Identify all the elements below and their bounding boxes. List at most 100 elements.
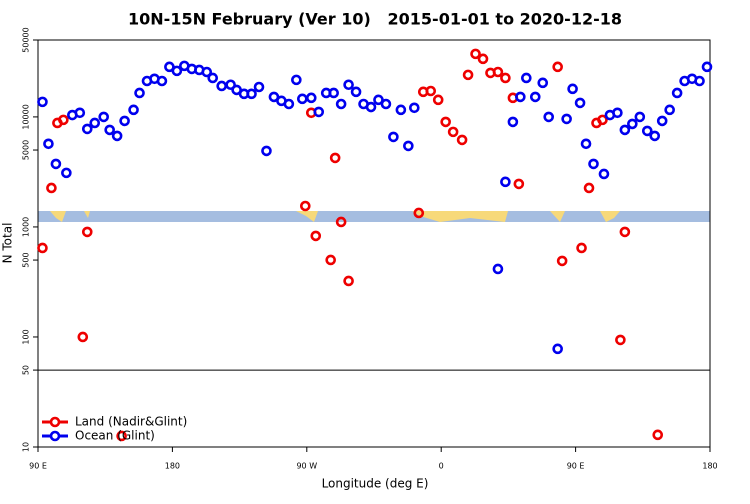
point <box>403 140 414 152</box>
point <box>156 75 168 87</box>
legend-marker <box>49 430 61 442</box>
point <box>456 134 468 146</box>
point <box>598 168 610 180</box>
point <box>119 115 130 127</box>
point <box>619 226 631 238</box>
point <box>500 72 511 84</box>
legend-label: Ocean (Glint) <box>75 429 155 443</box>
point <box>171 65 183 77</box>
point <box>649 130 661 142</box>
point <box>513 178 525 190</box>
point <box>656 115 668 127</box>
point <box>671 87 683 99</box>
point <box>81 226 93 238</box>
point <box>567 83 578 95</box>
point <box>612 107 623 119</box>
point <box>350 86 362 98</box>
y-tick-label: 500 <box>22 252 31 267</box>
point <box>46 182 57 194</box>
point <box>597 114 608 126</box>
point <box>207 72 219 84</box>
point <box>253 81 265 93</box>
point <box>246 88 257 100</box>
point <box>395 104 407 116</box>
map-strip <box>38 211 710 222</box>
point <box>297 93 308 105</box>
x-tick-label: 180 <box>702 462 717 471</box>
y-tick-label: 5000 <box>22 140 31 160</box>
point <box>201 66 213 78</box>
point <box>552 343 563 355</box>
point <box>615 334 626 346</box>
point <box>77 331 89 343</box>
point <box>588 158 599 170</box>
point <box>300 200 311 212</box>
point <box>305 92 317 104</box>
point <box>43 138 54 150</box>
point <box>574 97 586 109</box>
point <box>492 66 504 78</box>
point <box>74 107 86 119</box>
point <box>634 111 646 123</box>
point <box>521 72 532 84</box>
point <box>335 98 347 110</box>
point <box>104 124 115 136</box>
point <box>462 69 474 81</box>
point <box>58 114 69 126</box>
point <box>556 255 568 267</box>
point <box>291 74 302 86</box>
plot-frame <box>37 39 711 448</box>
point <box>561 113 572 125</box>
point <box>98 111 110 123</box>
point <box>515 91 526 103</box>
chart-title: 10N-15N February (Ver 10) 2015-01-01 to … <box>128 10 622 29</box>
point <box>111 130 123 142</box>
point <box>477 53 489 65</box>
point <box>432 94 444 106</box>
point <box>619 124 631 136</box>
point <box>216 80 227 92</box>
point <box>694 75 705 87</box>
point <box>37 96 48 108</box>
point <box>310 230 322 242</box>
point <box>447 126 459 138</box>
point <box>627 118 638 130</box>
point <box>537 77 549 89</box>
point <box>373 94 384 106</box>
x-tick-label: 90 E <box>567 462 585 471</box>
point <box>507 116 519 128</box>
point <box>283 98 295 110</box>
point <box>343 79 354 91</box>
point <box>365 101 377 113</box>
point <box>128 104 139 116</box>
x-tick-label: 180 <box>165 462 180 471</box>
point <box>50 158 62 170</box>
point <box>652 429 664 441</box>
point <box>37 242 48 254</box>
point <box>89 117 101 129</box>
y-axis-label: N Total <box>1 223 15 264</box>
point <box>388 131 399 143</box>
point <box>164 61 175 73</box>
point <box>328 87 339 99</box>
point <box>380 98 392 110</box>
point <box>61 167 72 179</box>
point <box>492 263 504 275</box>
x-axis-label: Longitude (deg E) <box>322 477 429 491</box>
y-tick-label: 50 <box>22 365 31 375</box>
point <box>134 87 145 99</box>
map-ocean <box>38 211 710 222</box>
point <box>543 111 555 123</box>
point <box>116 430 127 442</box>
x-tick-label: 90 W <box>296 462 317 471</box>
y-tick-label: 10 <box>22 442 31 452</box>
point <box>261 145 272 157</box>
y-tick-label: 1000 <box>22 217 31 237</box>
point <box>225 79 236 91</box>
y-tick-label: 50000 <box>22 27 31 52</box>
point <box>425 85 437 97</box>
point <box>440 116 451 128</box>
point <box>576 242 587 254</box>
